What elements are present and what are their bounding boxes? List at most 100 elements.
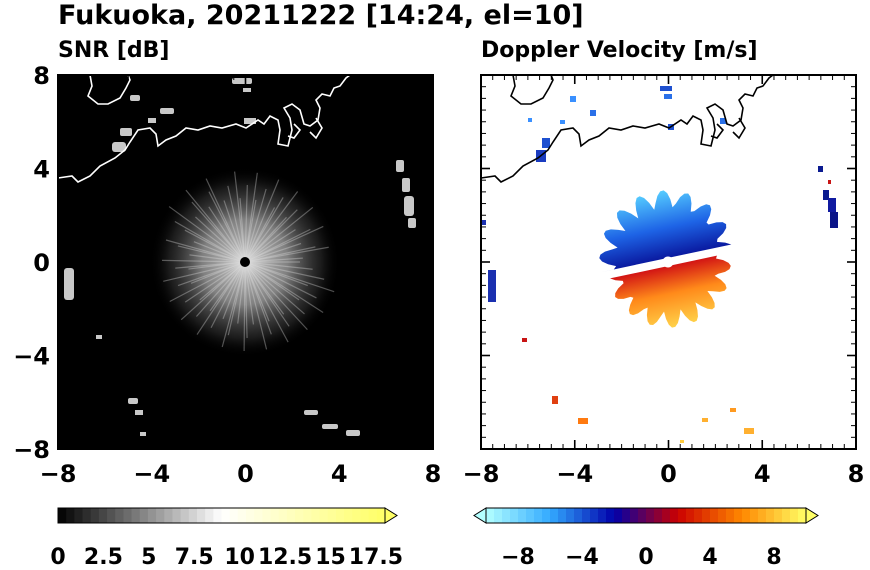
colorbar-tick-label: −8 [501, 545, 535, 570]
colorbar-swatch [766, 508, 775, 523]
snr-ray [244, 199, 257, 263]
snr-ray [244, 261, 248, 338]
colorbar-tick-label: 7.5 [175, 545, 214, 570]
colorbar-swatch [311, 508, 321, 523]
colorbar-tick-label: −4 [565, 545, 599, 570]
snr-ray [244, 242, 302, 263]
snr-ray [185, 189, 246, 263]
snr-ray [244, 261, 268, 350]
snr-ray [189, 254, 246, 263]
snr-ray [221, 261, 246, 348]
colorbar-swatch [486, 508, 495, 523]
snr-ray [168, 206, 246, 263]
colorbar-swatch [790, 508, 799, 523]
snr-ray [244, 185, 248, 263]
snr-ray [244, 261, 325, 280]
colorbar-tick-label: 10 [224, 545, 255, 570]
colorbar-swatch [286, 508, 296, 523]
x-tick-label: 0 [660, 460, 677, 488]
snr-ray [244, 261, 285, 315]
colorbar-swatch [710, 508, 719, 523]
snr-ray [177, 261, 246, 287]
colorbar-tick-label: 0 [50, 545, 65, 570]
colorbar-swatch [196, 508, 206, 523]
snr-ray [244, 191, 299, 263]
snr-ray [191, 201, 246, 263]
colorbar-swatch [686, 508, 695, 523]
colorbar-swatch [344, 508, 353, 523]
colorbar-swatch [295, 508, 304, 523]
colorbar-swatch [82, 508, 92, 523]
velocity-panel: −8 −4 0 4 8 [463, 74, 864, 488]
colorbar-min-extension [473, 507, 487, 524]
colorbar-swatch [590, 508, 599, 523]
snr-ray [244, 209, 298, 263]
snr-ray [210, 261, 246, 329]
snr-ray [162, 259, 246, 263]
snr-clutter-echoes [64, 78, 416, 436]
snr-ray [234, 171, 246, 263]
colorbar-swatch [630, 508, 639, 523]
colorbar-swatch [694, 508, 703, 523]
snr-ray [199, 261, 246, 301]
snr-ray [227, 185, 246, 263]
snr-radial-rays [162, 171, 335, 352]
colorbar-swatch [718, 508, 727, 523]
snr-ray [244, 172, 258, 263]
snr-colorbar: 0 2.5 5 7.5 10 12.5 15 17.5 [50, 507, 403, 570]
snr-ray [244, 206, 314, 263]
y-tick-label: 8 [33, 62, 50, 90]
snr-ray [222, 261, 246, 320]
snr-coastline [58, 75, 351, 183]
velocity-site-marker [662, 256, 674, 268]
x-tick-label: 4 [331, 460, 348, 488]
snr-ray [188, 261, 246, 270]
snr-ray [244, 179, 280, 263]
colorbar-swatch [782, 508, 791, 523]
colorbar-swatch [360, 508, 370, 523]
colorbar-swatch [172, 508, 182, 523]
colorbar-swatch [270, 508, 280, 523]
colorbar-swatch [742, 508, 751, 523]
velocity-positive-lobe [608, 255, 731, 328]
colorbar-swatch [518, 508, 527, 523]
snr-ray [244, 261, 324, 313]
snr-ray [244, 225, 324, 263]
colorbar-tick-label: 2.5 [84, 545, 123, 570]
colorbar-tick-label: 0 [638, 545, 653, 570]
snr-ray [244, 216, 287, 263]
snr-ray [180, 261, 246, 321]
colorbar-swatch [702, 508, 711, 523]
snr-ray [244, 261, 313, 270]
colorbar-swatch [180, 508, 190, 523]
snr-ray [205, 178, 246, 263]
snr-ray [209, 261, 246, 312]
x-tick-label: −4 [133, 460, 170, 488]
colorbar-swatch [550, 508, 559, 523]
colorbar-swatch [229, 508, 239, 523]
snr-ray [165, 239, 246, 263]
colorbar-swatch [750, 508, 759, 523]
colorbar-swatch [123, 508, 132, 523]
colorbar-swatch [221, 508, 231, 523]
colorbar-swatch [558, 508, 567, 523]
colorbar-tick-label: 8 [766, 545, 781, 570]
snr-ray [244, 228, 311, 263]
colorbar-swatch [758, 508, 767, 523]
colorbar-swatch [646, 508, 655, 523]
x-tick-label: 8 [425, 460, 442, 488]
colorbar-swatch [327, 508, 337, 523]
colorbar-swatch [726, 508, 735, 523]
colorbar-swatch [502, 508, 511, 523]
colorbar-swatch [147, 508, 157, 523]
colorbar-swatch [90, 508, 100, 523]
colorbar-swatch [678, 508, 687, 523]
velocity-colorbar: −8 −4 0 4 8 [473, 507, 819, 570]
colorbar-swatch [376, 508, 386, 523]
colorbar-swatch [670, 508, 679, 523]
colorbar-tick-label: 17.5 [349, 545, 403, 570]
x-tick-label: 4 [754, 460, 771, 488]
colorbar-swatch [237, 508, 247, 523]
snr-ray [184, 261, 246, 303]
